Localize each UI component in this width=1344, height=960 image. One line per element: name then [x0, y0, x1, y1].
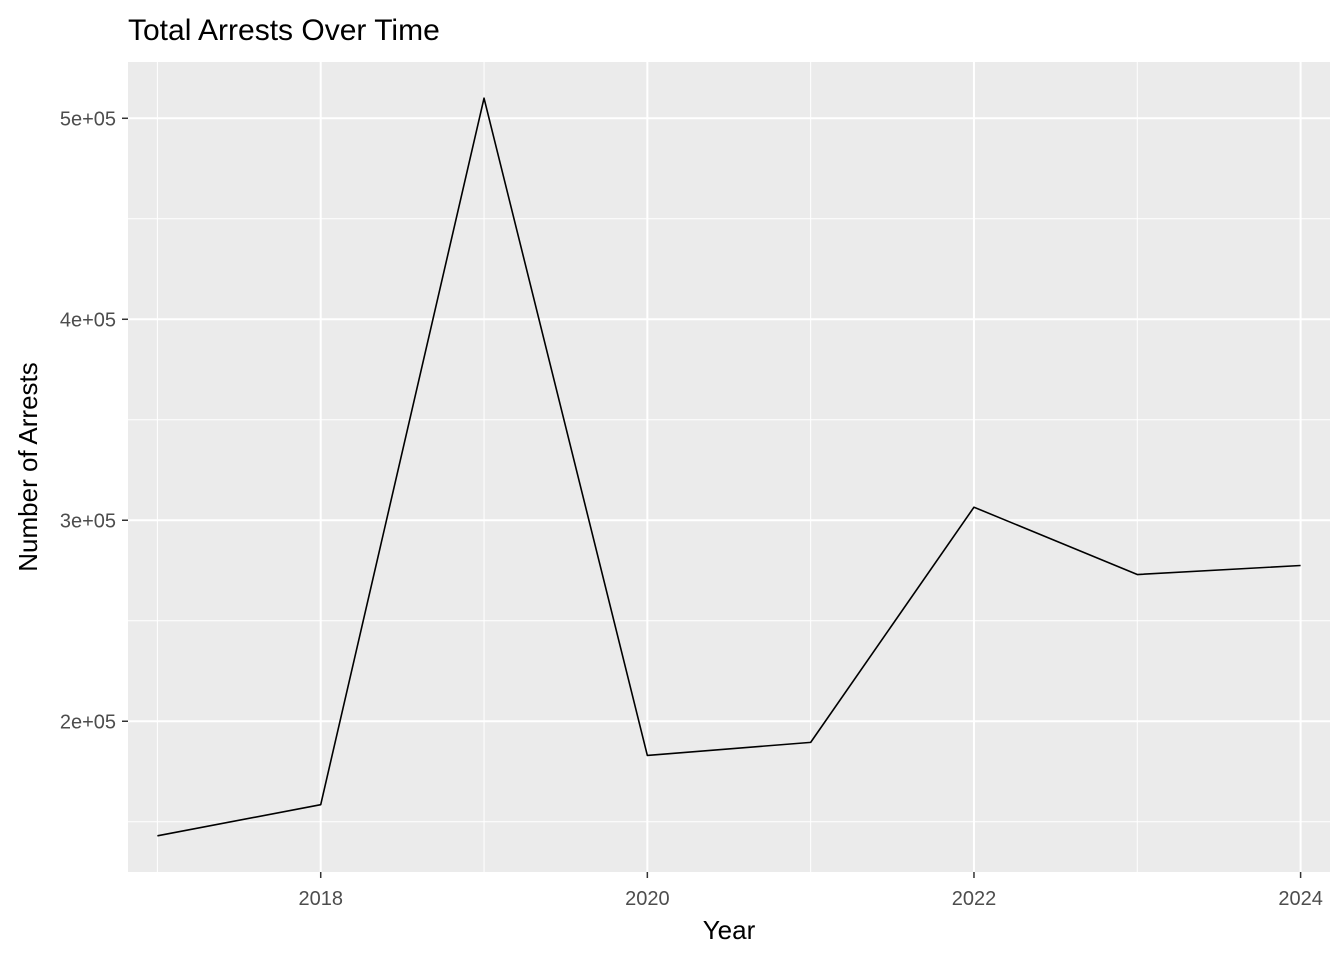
x-tick-label: 2022: [952, 888, 997, 910]
x-axis-ticks: 2018 2020 2022 2024: [298, 872, 1323, 910]
chart-title: Total Arrests Over Time: [128, 14, 440, 47]
x-tick-label: 2024: [1278, 888, 1323, 910]
y-axis-ticks: 2e+05 3e+05 4e+05 5e+05: [60, 108, 128, 733]
x-axis-title: Year: [703, 915, 756, 945]
grid-major: [128, 62, 1330, 872]
series-line: [157, 97, 1301, 837]
y-axis-title: Number of Arrests: [13, 362, 43, 572]
x-tick-label: 2020: [625, 888, 670, 910]
x-tick-label: 2018: [298, 888, 343, 910]
y-tick-label: 5e+05: [60, 108, 116, 130]
y-tick-label: 2e+05: [60, 711, 116, 733]
grid-minor: [128, 62, 1330, 872]
panel-background: [128, 62, 1330, 872]
y-tick-label: 3e+05: [60, 510, 116, 532]
y-tick-label: 4e+05: [60, 309, 116, 331]
